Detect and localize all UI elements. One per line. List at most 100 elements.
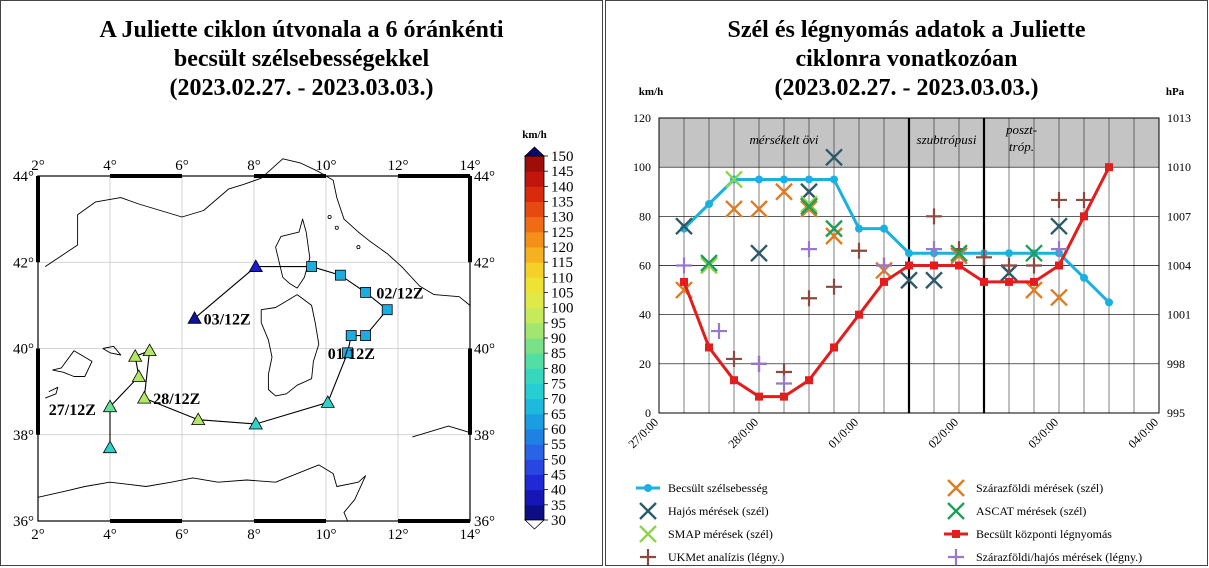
- coastline: [52, 350, 93, 377]
- colorbar-segment: [525, 504, 544, 521]
- colorbar-segment: [525, 474, 544, 491]
- colorbar-tick-label: 90: [551, 331, 566, 347]
- colorbar-tick-label: 105: [551, 286, 574, 302]
- data-point-circle: [880, 224, 888, 233]
- track-point-square: [345, 330, 357, 341]
- data-point-plus: [676, 257, 692, 274]
- data-point-x: [925, 271, 943, 290]
- legend-item: Szárazföldi/hajós mérések (légny.): [948, 549, 1142, 565]
- coastline: [412, 425, 471, 438]
- colorbar-tick-label: 65: [551, 407, 566, 423]
- track-map-panel: A Juliette ciklon útvonala a 6 óránkénti…: [0, 0, 603, 566]
- data-point-x: [1050, 288, 1068, 307]
- coastline: [44, 158, 471, 306]
- x-axis-tick-label: 28/0:00: [725, 415, 761, 451]
- colorbar-tick-label: 75: [551, 377, 566, 393]
- data-point-square: [755, 392, 763, 401]
- map-lat-label-right: 42°: [474, 255, 495, 271]
- colorbar-tick-label: 140: [551, 179, 574, 195]
- data-point-x: [1025, 244, 1043, 263]
- coastline: [102, 345, 122, 356]
- data-point-x: [639, 525, 657, 543]
- colorbar-tick-label: 30: [551, 513, 566, 529]
- data-point-x: [900, 271, 918, 290]
- track-point-triangle: [191, 412, 206, 426]
- data-point-x: [1050, 217, 1068, 236]
- data-point-plus: [801, 290, 817, 307]
- left-axis-tick-label: 40: [639, 308, 651, 322]
- track-point-square: [381, 304, 393, 316]
- legend-item: ASCAT mérések (szél): [947, 502, 1086, 520]
- colorbar-segment: [525, 156, 544, 172]
- right-axis-tick-label: 998: [1167, 357, 1185, 371]
- colorbar-tick-label: 135: [551, 195, 574, 211]
- colorbar-label: km/h: [522, 129, 546, 141]
- coastline: [45, 386, 59, 399]
- band-label: poszt-: [1005, 122, 1037, 137]
- data-point-x: [800, 195, 818, 213]
- data-point-x: [950, 246, 968, 265]
- data-point-x: [800, 197, 818, 216]
- legend-label: Szárazföldi mérések (szél): [976, 481, 1103, 495]
- legend-label: Szárazföldi/hajós mérések (légny.): [976, 550, 1142, 564]
- data-point-square: [930, 261, 938, 270]
- colorbar-tick-label: 120: [551, 240, 574, 256]
- data-point-square: [1030, 277, 1038, 286]
- data-point-square: [905, 261, 913, 270]
- map-lon-label-top: 6°: [175, 158, 189, 174]
- map-lat-label-left: 36°: [13, 514, 34, 530]
- data-point-square: [705, 343, 713, 352]
- data-point-square: [1005, 277, 1013, 286]
- map-lon-label-bottom: 8°: [247, 527, 261, 543]
- data-point-circle: [1105, 298, 1113, 307]
- data-point-circle: [644, 484, 652, 492]
- map-lon-label-bottom: 2°: [31, 527, 45, 543]
- colorbar-tick-label: 80: [551, 361, 566, 377]
- left-axis-tick-label: 80: [639, 209, 651, 223]
- left-axis-tick-label: 120: [633, 111, 651, 125]
- colorbar-tick-label: 50: [551, 452, 566, 468]
- track-point-triangle: [131, 369, 146, 382]
- data-point-x: [800, 200, 818, 218]
- legend-label: ASCAT mérések (szél): [976, 504, 1086, 518]
- legend-label: SMAP mérések (szél): [668, 527, 773, 541]
- left-axis-unit: km/h: [639, 86, 663, 98]
- data-point-x: [775, 182, 793, 201]
- data-point-plus: [976, 249, 992, 266]
- map-lon-label-bottom: 14°: [460, 527, 481, 543]
- map-lon-label-bottom: 12°: [388, 527, 409, 543]
- legend-label: Hajós mérések (szél): [668, 504, 769, 518]
- x-axis-tick-label: 27/0:00: [625, 415, 661, 451]
- colorbar-tick-label: 125: [551, 225, 574, 241]
- map-title-line: A Juliette ciklon útvonala a 6 óránkénti: [99, 17, 504, 43]
- data-point-circle: [855, 224, 863, 233]
- track-point-triangle: [187, 311, 202, 324]
- series-group: [700, 170, 818, 275]
- colorbar-tick-label: 70: [551, 392, 566, 408]
- data-point-square: [855, 310, 863, 319]
- data-point-plus: [1076, 191, 1092, 208]
- map-lon-label-top: 8°: [247, 158, 261, 174]
- track-point-square: [334, 269, 346, 281]
- left-axis-tick-label: 60: [639, 259, 651, 273]
- left-axis-tick-label: 20: [639, 357, 651, 371]
- data-point-x: [675, 217, 693, 236]
- colorbar-tick-label: 145: [551, 164, 574, 180]
- coastline: [37, 464, 367, 522]
- coastline: [260, 294, 320, 397]
- data-point-x: [750, 244, 768, 263]
- data-point-x: [1025, 281, 1043, 299]
- track-map: 2°2°4°4°6°6°8°8°10°10°12°12°14°14°36° 36°…: [13, 129, 574, 543]
- right-axis-tick-label: 995: [1167, 406, 1185, 420]
- colorbar-segment: [525, 338, 544, 354]
- colorbar-segment: [525, 262, 544, 278]
- colorbar-segment: [525, 307, 544, 324]
- data-point-x: [825, 148, 843, 167]
- data-point-circle: [755, 175, 763, 184]
- data-point-plus: [1026, 257, 1042, 274]
- map-lon-label-bottom: 4°: [103, 527, 117, 543]
- track-point-triangle: [102, 440, 118, 454]
- right-axis-tick-label: 1001: [1167, 308, 1191, 322]
- map-lat-label-right: 36°: [474, 514, 495, 530]
- track-point-triangle: [248, 259, 263, 272]
